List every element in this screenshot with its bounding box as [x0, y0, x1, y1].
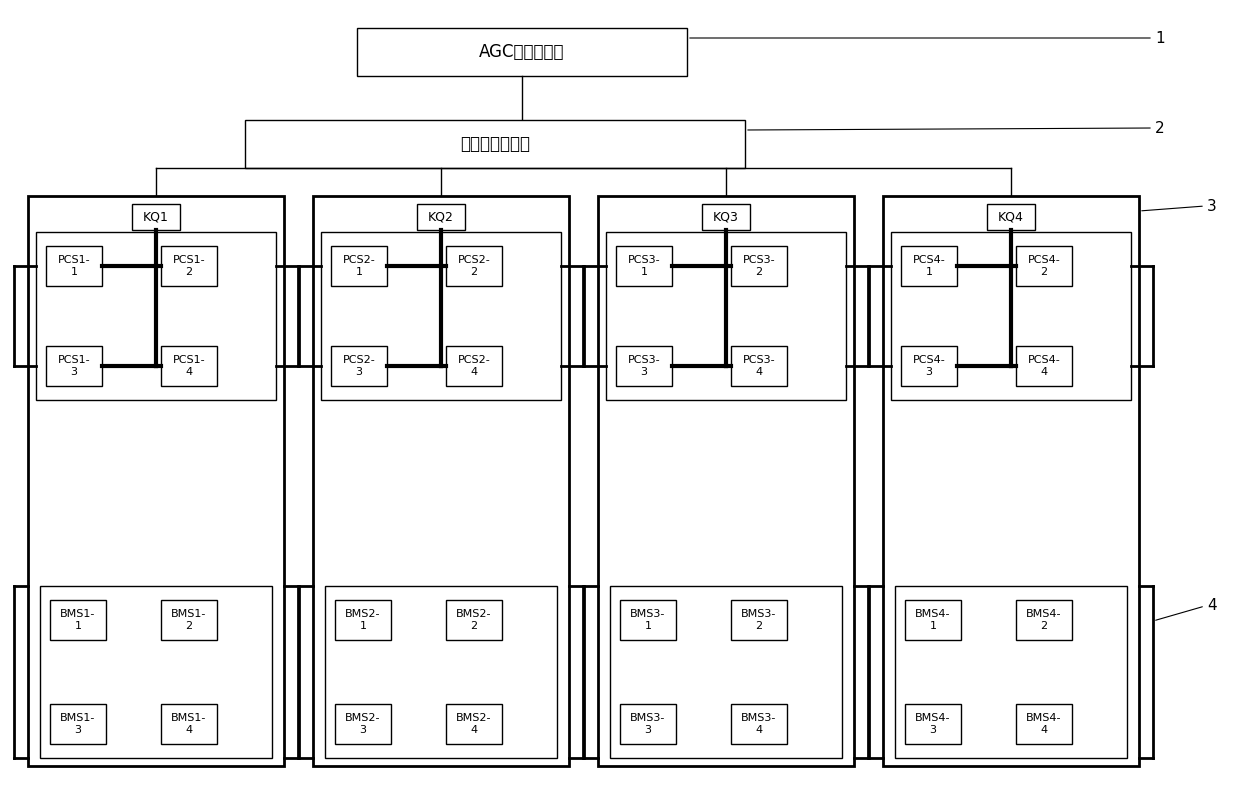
Bar [1016, 600, 1073, 640]
Text: BMS3-
4: BMS3- 4 [742, 713, 776, 735]
Text: BMS1-
2: BMS1- 2 [171, 609, 207, 630]
Bar [1016, 346, 1073, 386]
Bar [417, 204, 465, 230]
Bar [312, 196, 569, 766]
Bar [1016, 246, 1073, 286]
Text: PCS2-
4: PCS2- 4 [458, 355, 490, 377]
Bar [732, 346, 787, 386]
Bar [987, 204, 1035, 230]
Bar [357, 28, 687, 76]
Bar [321, 232, 560, 400]
Bar [702, 204, 750, 230]
Bar [331, 246, 387, 286]
Bar [620, 704, 676, 744]
Bar [901, 346, 957, 386]
Text: BMS4-
2: BMS4- 2 [1027, 609, 1061, 630]
Bar [905, 600, 961, 640]
Bar [335, 600, 391, 640]
Text: 4: 4 [1207, 599, 1216, 614]
Text: KQ3: KQ3 [713, 210, 739, 223]
Bar [598, 196, 854, 766]
Text: PCS4-
2: PCS4- 2 [1028, 255, 1060, 277]
Text: BMS4-
1: BMS4- 1 [915, 609, 951, 630]
Text: AGC控制系统层: AGC控制系统层 [479, 43, 564, 61]
Text: PCS4-
4: PCS4- 4 [1028, 355, 1060, 377]
Bar [446, 600, 502, 640]
Bar [620, 600, 676, 640]
Text: BMS2-
1: BMS2- 1 [345, 609, 381, 630]
Text: KQ2: KQ2 [428, 210, 454, 223]
Text: PCS3-
3: PCS3- 3 [627, 355, 661, 377]
Text: PCS4-
1: PCS4- 1 [913, 255, 945, 277]
Text: BMS2-
4: BMS2- 4 [456, 713, 492, 735]
Text: BMS1-
4: BMS1- 4 [171, 713, 207, 735]
Text: PCS1-
4: PCS1- 4 [172, 355, 206, 377]
Bar [131, 204, 180, 230]
Text: BMS3-
2: BMS3- 2 [742, 609, 776, 630]
Bar [901, 246, 957, 286]
Bar [732, 704, 787, 744]
Bar [50, 600, 105, 640]
Bar [905, 704, 961, 744]
Text: 1: 1 [1154, 30, 1164, 45]
Bar [335, 704, 391, 744]
Text: 3: 3 [1207, 198, 1216, 214]
Bar [29, 196, 284, 766]
Text: PCS2-
3: PCS2- 3 [342, 355, 376, 377]
Text: BMS3-
1: BMS3- 1 [630, 609, 666, 630]
Text: KQ1: KQ1 [143, 210, 169, 223]
Text: PCS1-
2: PCS1- 2 [172, 255, 206, 277]
Text: BMS1-
3: BMS1- 3 [61, 713, 95, 735]
Bar [161, 600, 217, 640]
Bar [161, 246, 217, 286]
Text: BMS2-
3: BMS2- 3 [345, 713, 381, 735]
Text: PCS1-
1: PCS1- 1 [58, 255, 91, 277]
Bar [50, 704, 105, 744]
Text: 储能监控系统层: 储能监控系统层 [460, 135, 529, 153]
Text: BMS4-
3: BMS4- 3 [915, 713, 951, 735]
Bar [1016, 704, 1073, 744]
Bar [46, 246, 102, 286]
Text: BMS2-
2: BMS2- 2 [456, 609, 492, 630]
Text: PCS2-
2: PCS2- 2 [458, 255, 490, 277]
Bar [446, 246, 502, 286]
Bar [161, 346, 217, 386]
Text: PCS3-
4: PCS3- 4 [743, 355, 775, 377]
Text: PCS3-
2: PCS3- 2 [743, 255, 775, 277]
Bar [446, 704, 502, 744]
Text: BMS4-
4: BMS4- 4 [1027, 713, 1061, 735]
Bar [40, 586, 272, 758]
Bar [892, 232, 1131, 400]
Bar [246, 120, 745, 168]
Text: PCS4-
3: PCS4- 3 [913, 355, 945, 377]
Bar [732, 600, 787, 640]
Text: KQ4: KQ4 [998, 210, 1024, 223]
Bar [331, 346, 387, 386]
Bar [616, 246, 672, 286]
Bar [606, 232, 846, 400]
Text: PCS2-
1: PCS2- 1 [342, 255, 376, 277]
Bar [610, 586, 842, 758]
Text: PCS1-
3: PCS1- 3 [58, 355, 91, 377]
Bar [325, 586, 557, 758]
Text: BMS3-
3: BMS3- 3 [630, 713, 666, 735]
Bar [36, 232, 277, 400]
Bar [895, 586, 1127, 758]
Text: PCS3-
1: PCS3- 1 [627, 255, 661, 277]
Bar [616, 346, 672, 386]
Bar [46, 346, 102, 386]
Bar [883, 196, 1140, 766]
Text: 2: 2 [1154, 120, 1164, 135]
Bar [161, 704, 217, 744]
Bar [732, 246, 787, 286]
Bar [446, 346, 502, 386]
Text: BMS1-
1: BMS1- 1 [61, 609, 95, 630]
